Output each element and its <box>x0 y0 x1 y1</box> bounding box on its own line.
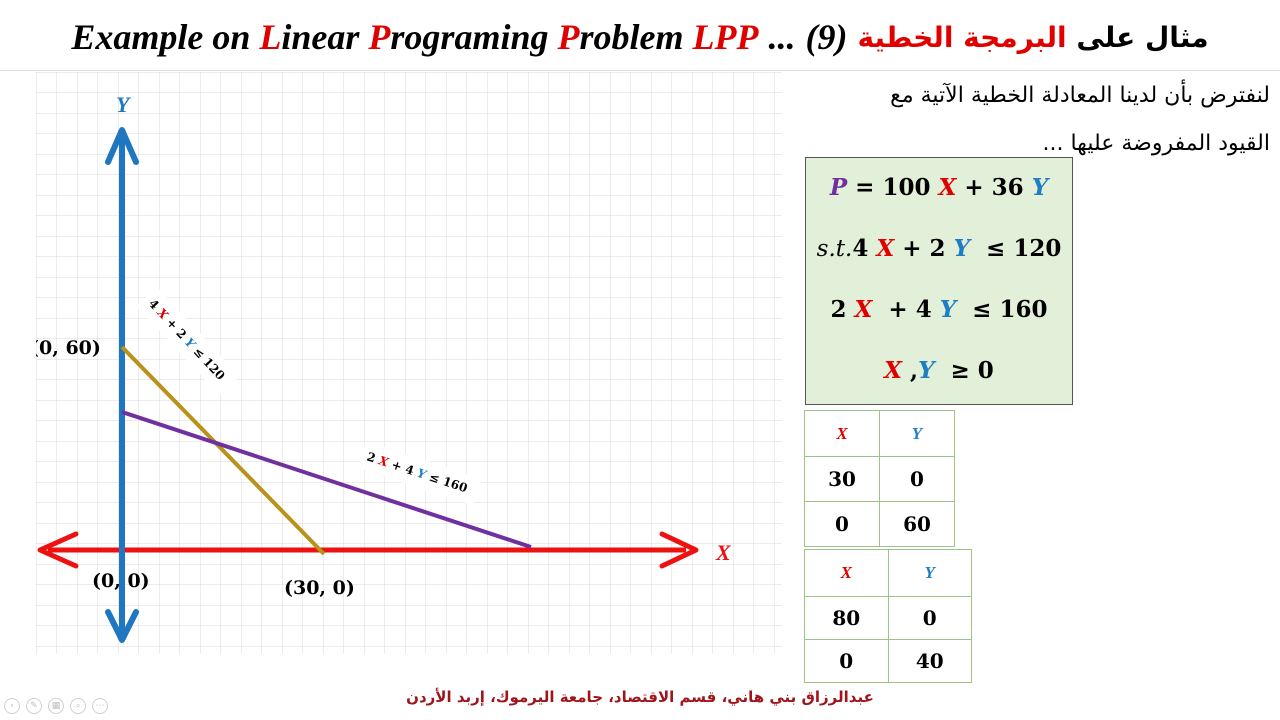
prev-icon[interactable]: ‹ <box>4 698 20 714</box>
zoom-icon[interactable]: ⌕ <box>70 698 86 714</box>
table2-cell: 80 <box>804 596 889 640</box>
graph-grid <box>36 72 782 654</box>
table2-header-x: X <box>804 549 889 597</box>
title-divider <box>0 70 1280 71</box>
y-axis-arrow <box>105 127 139 643</box>
slides-icon[interactable]: ▦ <box>48 698 64 714</box>
title-number: (9) <box>805 17 848 57</box>
y-axis-label: Y <box>116 92 132 117</box>
svg-text:2 X + 4: 2 X + 4 Y ≤ 160 <box>365 450 469 496</box>
constraint-line-2 <box>121 410 532 549</box>
title-arabic: مثال على البرمجة الخطية <box>857 20 1209 54</box>
author-footer: عبدالرزاق بني هاني، قسم الاقتصاد، جامعة … <box>406 688 874 706</box>
table1-cell: 60 <box>879 501 955 547</box>
constraint-1: s.t.4 X + 2 Y ≤ 120 <box>816 235 1062 262</box>
non-negativity: X ,Y ≥ 0 <box>884 357 994 384</box>
table2-cell: 0 <box>804 639 889 683</box>
title-english: Example on Linear Programing Problem LPP <box>71 17 759 57</box>
x-axis-arrow <box>37 531 699 569</box>
constraint-2-label: 2 X + 4 Y ≤ 160 <box>357 441 482 506</box>
x-axis-label: X <box>715 540 732 565</box>
table1-header-y: Y <box>879 410 955 457</box>
table2-cell: 0 <box>887 596 972 640</box>
description-line-2: القيود المفروضة عليها ... <box>1042 131 1271 156</box>
title-dots: ... <box>768 17 796 57</box>
more-icon[interactable]: ⋯ <box>92 698 108 714</box>
point-label-0-60: (0, 60) <box>36 337 101 359</box>
intercept-table-2: X Y 80 0 0 40 <box>804 549 972 683</box>
table2-header-y: Y <box>887 549 972 597</box>
lp-model-box: P = 100 X + 36 Y s.t.4 X + 2 Y ≤ 120 2 X… <box>805 157 1073 405</box>
table1-cell: 30 <box>804 456 880 502</box>
objective-function: P = 100 X + 36 Y <box>829 174 1049 201</box>
table2-cell: 40 <box>887 639 972 683</box>
constraint-line-1 <box>120 345 326 556</box>
slideshow-controls: ‹ ✎ ▦ ⌕ ⋯ <box>4 698 108 714</box>
point-label-30-0: (30, 0) <box>284 577 355 599</box>
pen-icon[interactable]: ✎ <box>26 698 42 714</box>
slide-title: Example on Linear Programing Problem LPP… <box>0 10 1280 64</box>
graph-panel: Y X (0, 60) (0, 0) (30, 0) 4 X + 2 Y ≤ 1… <box>36 72 782 654</box>
constraint-1-label: 4 X + 2 Y ≤ 120 <box>136 287 241 396</box>
table1-header-x: X <box>804 410 880 457</box>
problem-description: لنفترض بأن لدينا المعادلة الخطية الآتية … <box>830 72 1270 168</box>
constraint-2: 2 X + 4 Y ≤ 160 <box>830 296 1048 323</box>
table1-cell: 0 <box>804 501 880 547</box>
description-line-1: لنفترض بأن لدينا المعادلة الخطية الآتية … <box>890 83 1270 108</box>
table1-cell: 0 <box>879 456 955 502</box>
point-label-origin: (0, 0) <box>92 570 150 592</box>
intercept-table-1: X Y 30 0 0 60 <box>804 410 955 547</box>
